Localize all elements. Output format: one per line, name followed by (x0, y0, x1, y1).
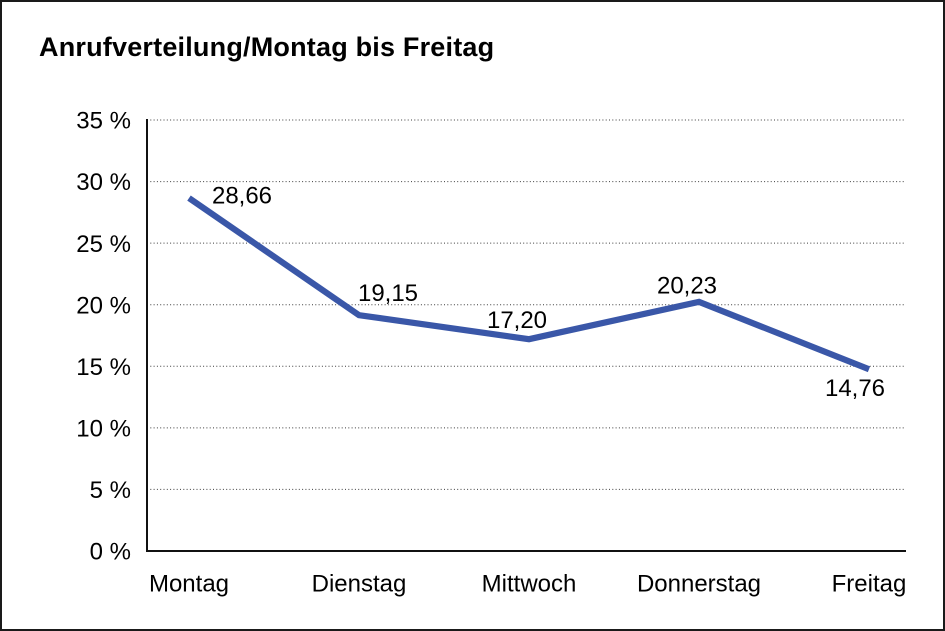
data-point-label: 14,76 (825, 375, 885, 402)
y-tick-label: 5 % (90, 477, 131, 504)
chart-title: Anrufverteilung/Montag bis Freitag (39, 32, 495, 62)
data-point-label: 19,15 (358, 280, 418, 307)
x-category-label: Donnerstag (637, 571, 761, 598)
x-category-label: Mittwoch (482, 571, 577, 598)
data-point-label: 20,23 (657, 273, 717, 300)
data-point-label: 28,66 (212, 183, 272, 210)
y-tick-label: 25 % (76, 231, 131, 258)
series-line (187, 195, 871, 373)
x-category-label: Freitag (832, 571, 907, 598)
y-tick-label: 10 % (76, 415, 131, 442)
x-category-label: Montag (149, 571, 229, 598)
y-tick-label: 20 % (76, 292, 131, 319)
y-tick-label: 30 % (76, 169, 131, 196)
y-tick-label: 0 % (90, 539, 131, 566)
x-category-label: Dienstag (312, 571, 407, 598)
data-point-label: 17,20 (487, 307, 547, 334)
y-tick-label: 15 % (76, 354, 131, 381)
y-tick-label: 35 % (76, 108, 131, 135)
